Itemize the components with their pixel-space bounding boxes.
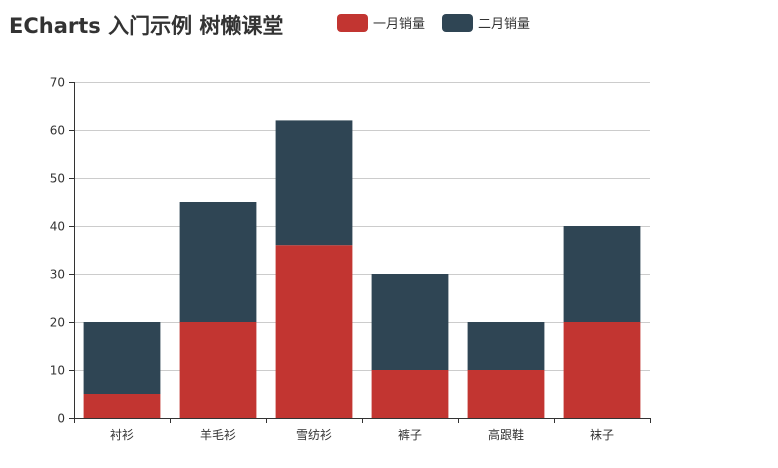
legend-item-0[interactable]: 一月销量 bbox=[337, 14, 425, 32]
y-tick-label: 50 bbox=[50, 172, 65, 186]
bar-1-4[interactable] bbox=[467, 322, 545, 370]
y-tick-label: 10 bbox=[50, 364, 65, 378]
y-tick-label: 60 bbox=[50, 124, 65, 138]
y-tick-label: 70 bbox=[50, 76, 65, 90]
x-tick-label: 袜子 bbox=[590, 428, 614, 442]
bar-1-3[interactable] bbox=[371, 274, 449, 370]
legend-item-1[interactable]: 二月销量 bbox=[442, 14, 530, 32]
x-tick-label: 羊毛衫 bbox=[200, 427, 236, 442]
grid-lines bbox=[74, 82, 650, 371]
x-tick-label: 雪纺衫 bbox=[296, 428, 332, 442]
bar-1-5[interactable] bbox=[563, 226, 641, 322]
y-tick-label: 30 bbox=[50, 268, 65, 282]
bar-1-0[interactable] bbox=[83, 322, 161, 394]
bar-0-1[interactable] bbox=[179, 322, 257, 418]
y-tick-label: 40 bbox=[50, 220, 65, 234]
bar-0-3[interactable] bbox=[371, 370, 449, 418]
x-tick-label: 高跟鞋 bbox=[488, 427, 524, 442]
bar-1-2[interactable] bbox=[275, 120, 353, 246]
y-axis-ticks: 0 10 20 30 40 50 60 70 bbox=[50, 76, 74, 426]
bar-0-2[interactable] bbox=[275, 245, 353, 418]
legend: 一月销量 二月销量 bbox=[337, 14, 530, 32]
bar-0-5[interactable] bbox=[563, 322, 641, 418]
x-tick-label: 衬衫 bbox=[110, 428, 134, 442]
bar-0-4[interactable] bbox=[467, 370, 545, 418]
x-axis-ticks: 衬衫 羊毛衫 雪纺衫 裤子 高跟鞋 袜子 bbox=[74, 418, 651, 442]
x-tick-label: 裤子 bbox=[398, 428, 422, 442]
chart-title: ECharts 入门示例 树懒课堂 bbox=[9, 14, 283, 38]
bar-1-1[interactable] bbox=[179, 202, 257, 322]
y-tick-label: 0 bbox=[57, 412, 65, 426]
bar-0-0[interactable] bbox=[83, 394, 161, 418]
bars bbox=[83, 120, 641, 418]
legend-label-1: 二月销量 bbox=[478, 17, 530, 32]
y-tick-label: 20 bbox=[50, 316, 65, 330]
legend-label-0: 一月销量 bbox=[373, 17, 425, 32]
legend-swatch-1 bbox=[442, 14, 473, 32]
legend-swatch-0 bbox=[337, 14, 368, 32]
